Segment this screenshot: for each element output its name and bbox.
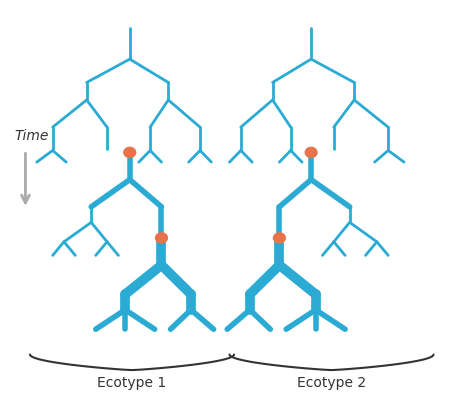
Circle shape <box>156 233 168 243</box>
Circle shape <box>124 147 136 158</box>
Text: Ecotype 1: Ecotype 1 <box>97 376 167 390</box>
Circle shape <box>305 147 317 158</box>
Text: Time: Time <box>14 129 49 143</box>
Text: Ecotype 2: Ecotype 2 <box>297 376 366 390</box>
Circle shape <box>274 233 285 243</box>
